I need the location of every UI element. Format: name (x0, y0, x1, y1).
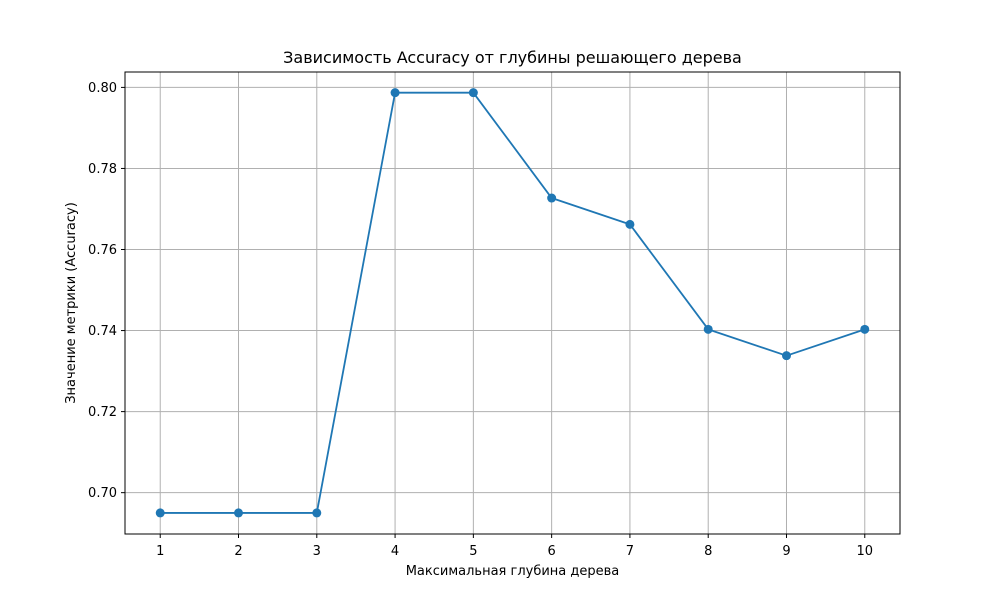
grid (125, 72, 900, 534)
x-tick-label: 10 (856, 544, 873, 559)
x-tick-label: 7 (626, 544, 634, 559)
x-tick-label: 5 (469, 544, 477, 559)
x-tick-label: 2 (234, 544, 242, 559)
x-tick-label: 6 (548, 544, 556, 559)
y-tick-label: 0.72 (88, 405, 117, 420)
x-tick-label: 3 (313, 544, 321, 559)
data-series (155, 88, 870, 518)
y-tick-label: 0.78 (88, 162, 117, 177)
y-tick-label: 0.76 (88, 243, 117, 258)
data-point (781, 351, 791, 361)
y-tick-label: 0.80 (88, 81, 117, 96)
x-tick-label: 1 (156, 544, 164, 559)
plot-frame (124, 71, 901, 535)
data-point (860, 324, 870, 334)
data-point (155, 508, 165, 518)
series-line (160, 91, 866, 514)
y-axis-label: Значение метрики (Accuracy) (64, 202, 79, 404)
data-point (547, 193, 557, 203)
x-tick-label: 9 (782, 544, 790, 559)
data-point (625, 219, 635, 229)
data-point (312, 508, 322, 518)
data-point (703, 324, 713, 334)
y-tick-label: 0.70 (88, 486, 117, 501)
y-tick-label: 0.74 (88, 324, 117, 339)
data-point (390, 88, 400, 98)
x-tick-label: 4 (391, 544, 399, 559)
x-tick-label: 8 (704, 544, 712, 559)
data-point (234, 508, 244, 518)
data-point (468, 88, 478, 98)
x-axis-label: Максимальная глубина дерева (406, 564, 620, 579)
axis-ticks: 1 2 3 4 5 6 7 8 9 10 0.70 0.72 0.74 0.76 0.78 0.80 (88, 81, 873, 559)
chart-title: Зависимость Accuracy от глубины решающег… (283, 48, 742, 67)
